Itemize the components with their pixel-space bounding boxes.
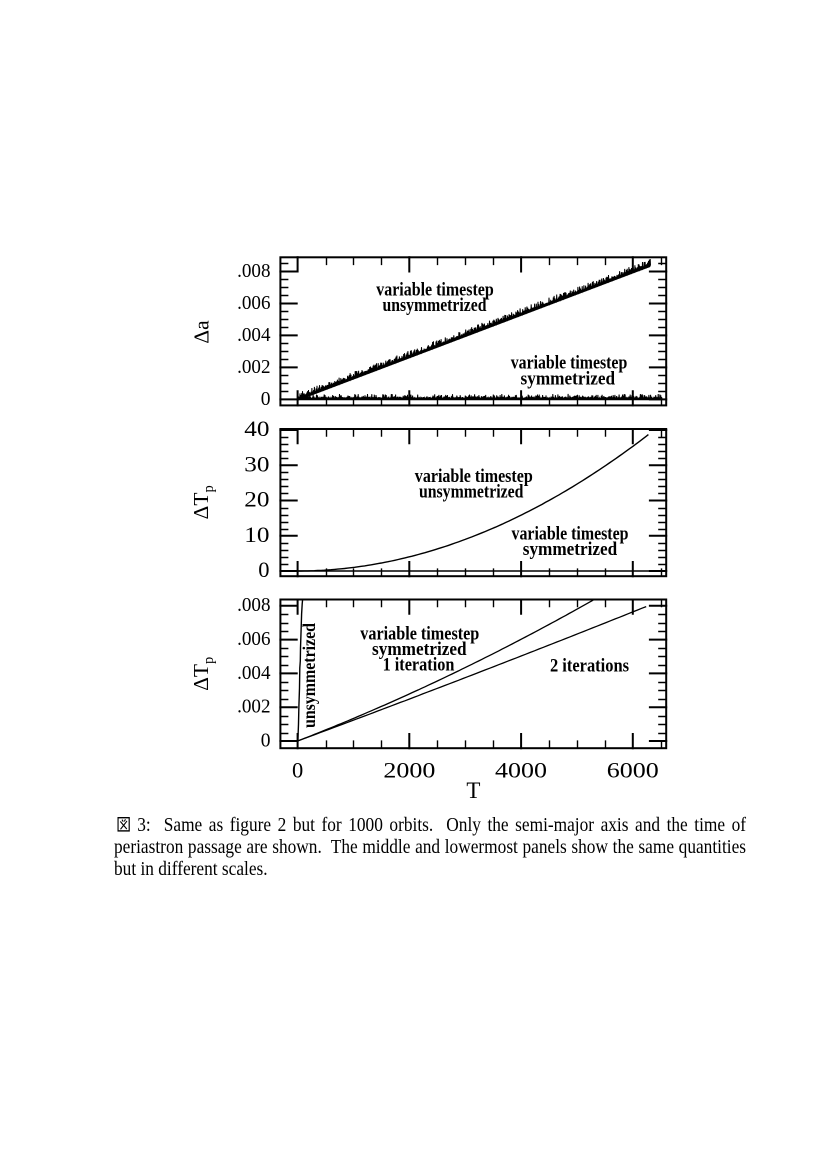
svg-text:.004: .004	[237, 325, 271, 346]
svg-text:2 iterations: 2 iterations	[550, 656, 629, 677]
svg-text:.006: .006	[237, 629, 271, 650]
svg-text:20: 20	[244, 487, 269, 512]
svg-text:variable timestep: variable timestep	[415, 466, 533, 487]
svg-text:1 iteration: 1 iteration	[383, 654, 455, 675]
svg-text:ΔTp: ΔTp	[189, 657, 217, 691]
svg-text:2000: 2000	[383, 758, 435, 783]
svg-text:0: 0	[292, 758, 303, 783]
svg-text:variable timestep: variable timestep	[360, 623, 479, 644]
svg-text:variable timestep: variable timestep	[376, 279, 494, 300]
svg-text:unsymmetrized: unsymmetrized	[383, 295, 487, 316]
svg-text:.006: .006	[237, 293, 271, 314]
svg-text:0: 0	[261, 389, 271, 410]
svg-text:unsymmetrized: unsymmetrized	[419, 482, 524, 503]
svg-text:.008: .008	[237, 261, 270, 282]
svg-text:0: 0	[258, 557, 269, 582]
svg-text:symmetrized: symmetrized	[372, 639, 467, 660]
svg-text:T: T	[466, 778, 480, 803]
svg-text:40: 40	[244, 416, 269, 441]
svg-text:.004: .004	[237, 663, 271, 684]
svg-text:10: 10	[244, 522, 269, 547]
svg-text:symmetrized: symmetrized	[523, 539, 618, 560]
svg-text:ΔTp: ΔTp	[189, 485, 217, 519]
svg-text:unsymmetrized: unsymmetrized	[299, 623, 319, 728]
svg-text:0: 0	[261, 730, 271, 751]
svg-text:symmetrized: symmetrized	[521, 369, 616, 390]
svg-text:.002: .002	[237, 697, 270, 718]
svg-text:.008: .008	[237, 595, 270, 616]
svg-text:Δa: Δa	[190, 320, 214, 344]
svg-text:6000: 6000	[607, 758, 659, 783]
svg-text:30: 30	[244, 451, 269, 476]
svg-text:variable timestep: variable timestep	[511, 353, 628, 374]
svg-text:4000: 4000	[495, 758, 547, 783]
svg-text:variable timestep: variable timestep	[512, 524, 629, 545]
svg-text:.002: .002	[237, 357, 270, 378]
